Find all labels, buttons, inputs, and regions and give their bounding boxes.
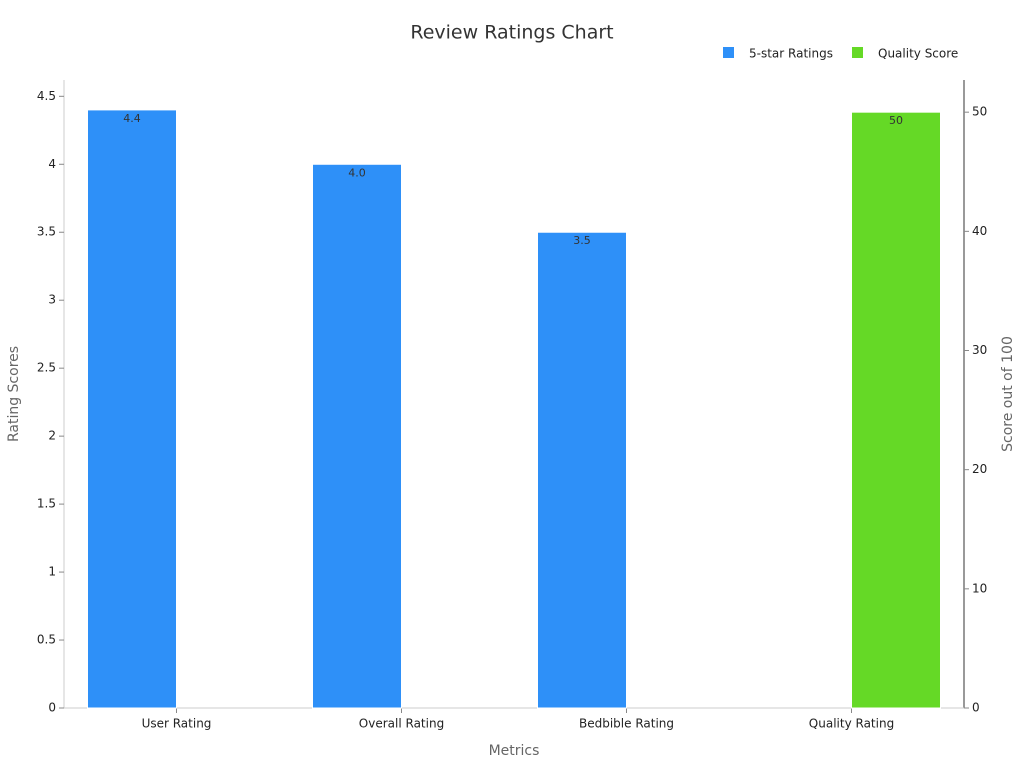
x-tick-label: User Rating bbox=[142, 717, 212, 731]
y-tick-label: 2 bbox=[48, 429, 56, 443]
y-tick-label: 4 bbox=[48, 157, 56, 171]
value-label: 3.5 bbox=[573, 234, 591, 247]
x-tick-label: Bedbible Rating bbox=[579, 717, 674, 731]
y2-tick-label: 40 bbox=[972, 224, 987, 238]
legend-label: Quality Score bbox=[878, 47, 958, 61]
y-tick-label: 2.5 bbox=[37, 361, 56, 375]
y-tick-label: 1 bbox=[48, 565, 56, 579]
value-label: 50 bbox=[889, 114, 903, 127]
legend-label: 5-star Ratings bbox=[749, 47, 833, 61]
y2-axis-title: Score out of 100 bbox=[1000, 336, 1016, 452]
x-tick-label: Overall Rating bbox=[359, 717, 444, 731]
bar bbox=[87, 109, 177, 709]
y2-tick-label: 10 bbox=[972, 581, 987, 595]
legend-swatch bbox=[723, 47, 734, 58]
x-axis-title: Metrics bbox=[489, 743, 540, 759]
y2-tick-label: 30 bbox=[972, 343, 987, 357]
y2-tick-label: 20 bbox=[972, 462, 987, 476]
y2-tick-label: 0 bbox=[972, 701, 980, 715]
y2-tick-label: 50 bbox=[972, 105, 987, 119]
y-axis-title: Rating Scores bbox=[6, 346, 22, 442]
y-tick-label: 0.5 bbox=[37, 633, 56, 647]
y-tick-label: 4.5 bbox=[37, 89, 56, 103]
bar bbox=[851, 111, 941, 709]
value-label: 4.0 bbox=[348, 166, 366, 179]
y-tick-label: 0 bbox=[48, 701, 56, 715]
bar bbox=[312, 163, 402, 709]
value-label: 4.4 bbox=[123, 112, 141, 125]
legend-swatch bbox=[852, 47, 863, 58]
y-tick-label: 1.5 bbox=[37, 497, 56, 511]
y-tick-label: 3.5 bbox=[37, 225, 56, 239]
y-tick-label: 3 bbox=[48, 293, 56, 307]
x-tick-label: Quality Rating bbox=[809, 717, 894, 731]
chart-title: Review Ratings Chart bbox=[410, 22, 613, 44]
bar bbox=[537, 231, 627, 709]
